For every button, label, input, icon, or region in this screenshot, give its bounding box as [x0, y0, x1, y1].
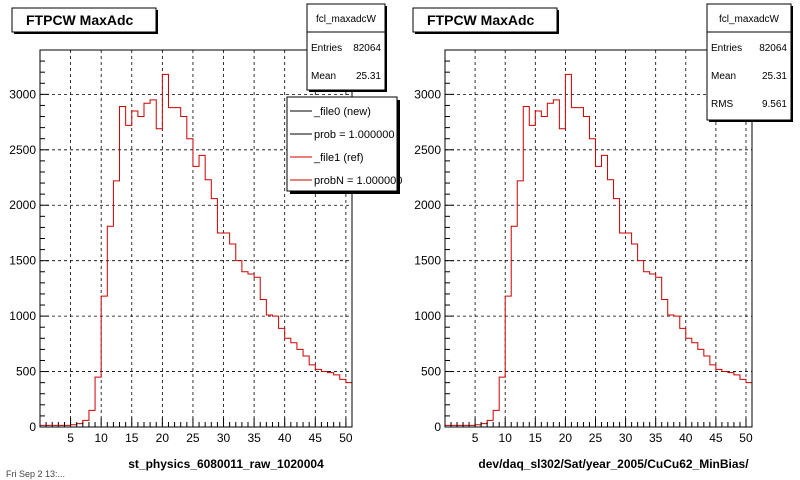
legend-entry-label: _file0 (new) [313, 106, 371, 118]
histogram-series-line [40, 73, 352, 426]
stats-box [306, 3, 386, 91]
y-tick-label: 500 [16, 365, 36, 379]
stats-row-value: 82064 [353, 43, 381, 54]
x-tick-label: 35 [649, 431, 663, 445]
x-tick-label: 45 [709, 431, 723, 445]
x-tick-label: 35 [247, 431, 261, 445]
footer-text: Fri Sep 2 13:... [6, 469, 65, 479]
y-tick-label: 2000 [414, 198, 441, 212]
stats-box-name: fcl_maxadcW [719, 14, 780, 25]
x-tick-label: 15 [125, 431, 139, 445]
x-tick-label: 20 [156, 431, 170, 445]
stats-box-shadow [309, 90, 387, 92]
chart-panel-2: 5 10 15 20 25 30 35 40 45 50050010001500200025003… [412, 3, 793, 471]
chart-title: FTPCW MaxAdc [427, 12, 535, 28]
x-tick-label: 50 [339, 431, 353, 445]
stats-box-shadow [791, 6, 793, 122]
legend-box [286, 96, 398, 192]
stats-row-value: 25.31 [356, 71, 381, 82]
legend-entry-label: prob = 1.000000 [314, 129, 394, 141]
x-tick-label: 25 [186, 431, 200, 445]
y-tick-label: 1500 [9, 254, 36, 268]
x-tick-label: 15 [529, 431, 543, 445]
stats-row-value: 25.31 [762, 71, 787, 82]
x-tick-label: 10 [499, 431, 513, 445]
x-tick-label: 40 [278, 431, 292, 445]
x-axis-label: st_physics_6080011_raw_1020004 [128, 457, 324, 471]
stats-box-shadow [385, 6, 387, 92]
y-tick-label: 0 [434, 420, 441, 434]
legend-entry-label: _file1 (ref) [313, 152, 364, 164]
chart-panel-1: 5 10 15 20 25 30 35 40 45 50050010001500200025003… [9, 3, 402, 471]
plot-area [445, 50, 752, 427]
legend-entry-label: probN = 1.000000 [314, 175, 402, 187]
stats-row-value: 82064 [759, 43, 787, 54]
y-tick-label: 1000 [9, 309, 36, 323]
y-tick-label: 500 [421, 365, 441, 379]
y-tick-label: 3000 [9, 87, 36, 101]
y-tick-label: 1500 [414, 254, 441, 268]
x-axis-label: dev/daq_sl302/Sat/year_2005/CuCu62_MinBi… [478, 457, 749, 471]
x-tick-label: 45 [309, 431, 323, 445]
stats-box [706, 3, 792, 121]
stats-row-label: RMS [711, 99, 734, 110]
y-tick-label: 1000 [414, 309, 441, 323]
x-tick-label: 40 [679, 431, 693, 445]
y-tick-label: 2500 [9, 143, 36, 157]
title-box-shadow [14, 32, 158, 34]
title-box-shadow [156, 10, 158, 34]
x-tick-label: 20 [559, 431, 573, 445]
title-box-shadow [415, 32, 559, 34]
x-tick-label: 5 [67, 431, 74, 445]
x-tick-label: 30 [217, 431, 231, 445]
stats-box-shadow [709, 120, 793, 122]
stats-row-label: Entries [711, 43, 742, 54]
title-box-shadow [557, 10, 559, 34]
stats-box-name: fcl_maxadcW [316, 14, 377, 25]
stats-row-label: Mean [711, 71, 736, 82]
y-tick-label: 0 [29, 420, 36, 434]
y-tick-label: 3000 [414, 87, 441, 101]
title-box [11, 7, 157, 33]
x-tick-label: 25 [589, 431, 603, 445]
chart-title: FTPCW MaxAdc [26, 12, 134, 28]
stats-row-value: 9.561 [762, 99, 787, 110]
stats-row-label: Entries [311, 43, 342, 54]
x-tick-label: 10 [94, 431, 108, 445]
x-tick-label: 50 [739, 431, 753, 445]
histogram-series-line [445, 73, 752, 426]
y-tick-label: 2500 [414, 143, 441, 157]
x-tick-label: 30 [619, 431, 633, 445]
y-tick-label: 2000 [9, 198, 36, 212]
title-box [412, 7, 558, 33]
x-tick-label: 5 [472, 431, 479, 445]
stats-row-label: Mean [311, 71, 336, 82]
